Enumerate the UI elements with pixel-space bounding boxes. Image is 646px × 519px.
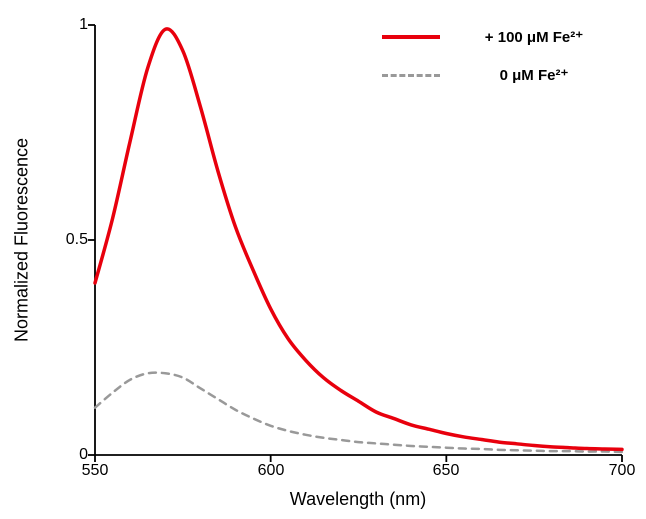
y-tick-label-0: 0 <box>79 446 88 463</box>
x-tick-label-700: 700 <box>608 462 636 479</box>
x-axis-title: Wavelength (nm) <box>289 489 427 509</box>
legend-entry-fe0: 0 μM Fe²⁺ <box>382 66 618 84</box>
series-curve-fe0 <box>93 371 624 454</box>
x-tick-label-550: 550 <box>81 462 109 479</box>
x-tick-label-650: 650 <box>432 462 460 479</box>
legend-label-fe100: + 100 μM Fe²⁺ <box>484 29 584 46</box>
series-curve-fe100 <box>93 27 624 452</box>
y-axis-title: Normalized Fluorescence <box>11 137 32 343</box>
y-tick-label-1: 1 <box>79 16 88 33</box>
dashed-gray-line-sample <box>382 73 440 77</box>
legend-label-fe0: 0 μM Fe²⁺ <box>499 67 569 84</box>
legend-entry-fe100: + 100 μM Fe²⁺ <box>382 28 618 46</box>
solid-red-line-sample <box>382 35 440 39</box>
y-tick-label-0.5: 0.5 <box>65 231 88 248</box>
legend: + 100 μM Fe²⁺ 0 μM Fe²⁺ <box>382 28 618 84</box>
x-tick-label-600: 600 <box>257 462 285 479</box>
